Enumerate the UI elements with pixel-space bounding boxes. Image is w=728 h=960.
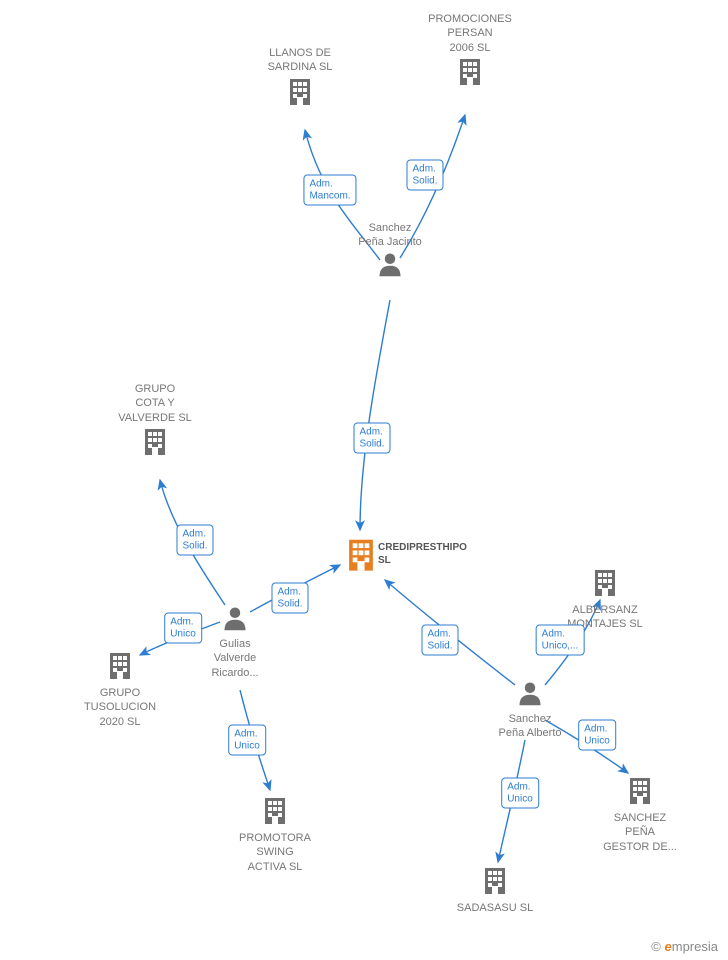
node-persan[interactable]: PROMOCIONESPERSAN2006 SL [415,12,525,92]
node-label-promotor: PROMOTORASWINGACTIVA SL [220,831,330,874]
edge-label-gulias-cota: Adm.Solid. [176,525,213,556]
node-label-gestor: SANCHEZPEÑAGESTOR DE... [585,811,695,854]
node-label-credi: CREDIPRESTHIPOSL [378,541,467,567]
node-label-llanos: LLANOS DESARDINA SL [245,46,355,75]
footer-brand: © empresia [651,939,718,954]
building-icon [415,55,525,92]
building-icon [440,864,550,901]
node-label-tusolucion: GRUPOTUSOLUCION2020 SL [65,686,175,729]
edge-label-gulias-promotor: Adm.Unico [228,725,266,756]
building-icon [100,425,210,462]
building-icon [65,649,175,686]
edge-label-gulias-credi: Adm.Solid. [271,583,308,614]
node-tusolucion[interactable]: GRUPOTUSOLUCION2020 SL [65,649,175,729]
brand-e: e [665,939,672,954]
diagram-canvas: LLANOS DESARDINA SL PROMOCIONESPERSAN200… [0,0,728,960]
node-promotor[interactable]: PROMOTORASWINGACTIVA SL [220,794,330,874]
person-icon [335,250,445,283]
node-alberto[interactable]: SanchezPeña Alberto [475,679,585,741]
edge-label-jacinto-persan: Adm.Solid. [406,160,443,191]
node-albersanz[interactable]: ALBERSANZMONTAJES SL [550,566,660,632]
node-cota[interactable]: GRUPOCOTA YVALVERDE SL [100,382,210,462]
node-gestor[interactable]: SANCHEZPEÑAGESTOR DE... [585,774,695,854]
brand-rest: mpresia [672,939,718,954]
node-label-alberto: SanchezPeña Alberto [475,712,585,741]
node-label-jacinto: SanchezPeña Jacinto [335,221,445,250]
building-icon [585,774,695,811]
node-credi[interactable]: CREDIPRESTHIPOSL [342,535,542,578]
edge-label-alberto-albersanz: Adm.Unico,... [536,625,585,656]
edge-label-jacinto-credi: Adm.Solid. [353,423,390,454]
node-llanos[interactable]: LLANOS DESARDINA SL [245,46,355,112]
building-icon [550,566,660,603]
edge-label-jacinto-llanos: Adm.Mancom. [303,175,356,206]
building-icon [342,560,380,577]
building-icon [220,794,330,831]
node-label-persan: PROMOCIONESPERSAN2006 SL [415,12,525,55]
edge-jacinto-credi [360,300,390,530]
edge-label-alberto-credi: Adm.Solid. [421,625,458,656]
node-label-sadasasu: SADASASU SL [440,901,550,915]
node-label-cota: GRUPOCOTA YVALVERDE SL [100,382,210,425]
edge-label-gulias-tusolucion: Adm.Unico [164,613,202,644]
node-sadasasu[interactable]: SADASASU SL [440,864,550,915]
node-jacinto[interactable]: SanchezPeña Jacinto [335,221,445,283]
building-icon [245,75,355,112]
edge-label-alberto-sadasasu: Adm.Unico [501,778,539,809]
person-icon [475,679,585,712]
copyright-symbol: © [651,939,661,954]
edge-label-alberto-gestor: Adm.Unico [578,720,616,751]
